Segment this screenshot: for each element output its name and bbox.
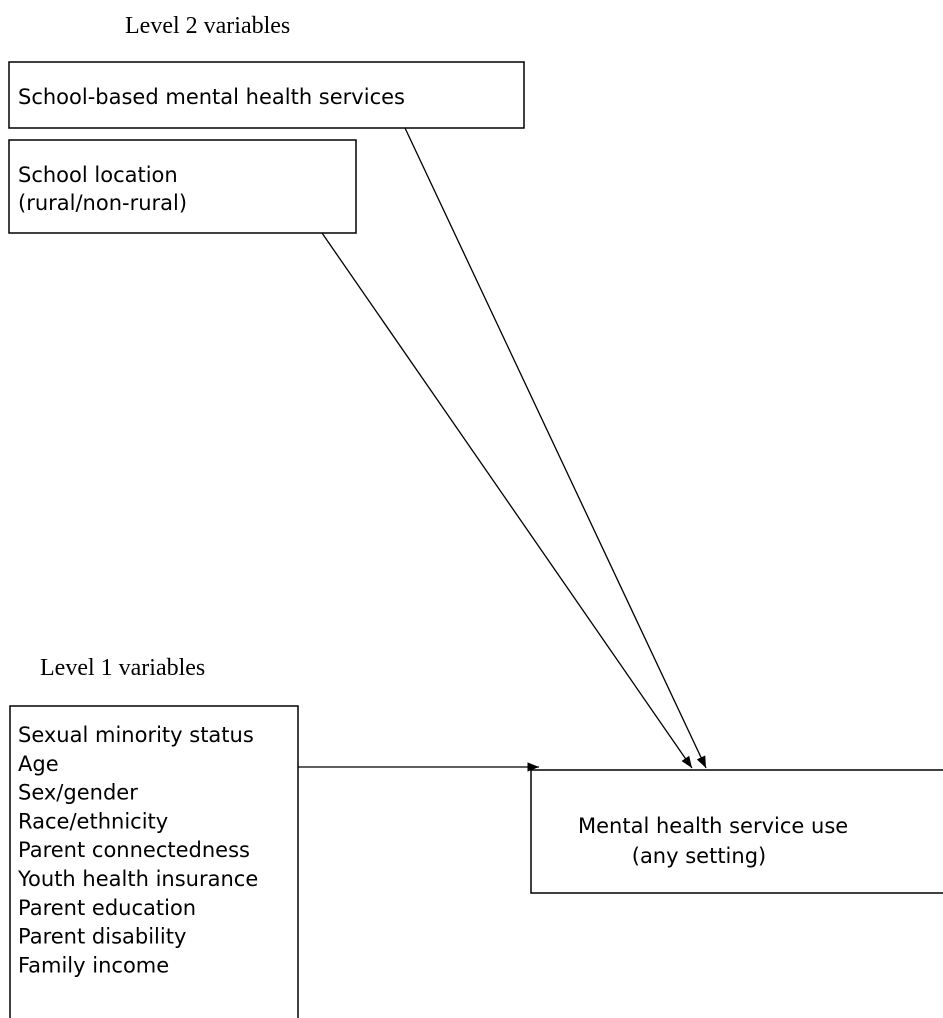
variable-label: Parent education	[18, 896, 196, 920]
variable-label: Parent connectedness	[18, 838, 250, 862]
level2-box	[8, 61, 525, 129]
level2-box	[8, 139, 357, 234]
variable-label: Youth health insurance	[17, 867, 258, 891]
level2-heading: Level 2 variables	[125, 13, 290, 39]
variable-label: School location	[18, 163, 178, 187]
variable-label: (rural/non-rural)	[18, 191, 187, 215]
arrow	[321, 232, 693, 769]
variable-label: Parent disability	[18, 925, 186, 949]
arrow	[404, 127, 707, 769]
level1-box	[9, 705, 299, 1018]
level1-list: Sexual minority status Age Sex/gender Race/…	[17, 723, 258, 977]
variable-label: Age	[18, 752, 59, 776]
variable-label: Family income	[18, 953, 169, 977]
level1-heading: Level 1 variables	[40, 655, 205, 681]
variable-label: School-based mental health services	[18, 85, 405, 109]
variable-label: Sex/gender	[18, 781, 138, 805]
outcome-label: (any setting)	[632, 844, 766, 868]
outcome-label: Mental health service use	[578, 814, 848, 838]
outcome-box	[530, 769, 943, 894]
variable-label: Race/ethnicity	[18, 809, 168, 833]
variable-label: Sexual minority status	[18, 723, 254, 747]
